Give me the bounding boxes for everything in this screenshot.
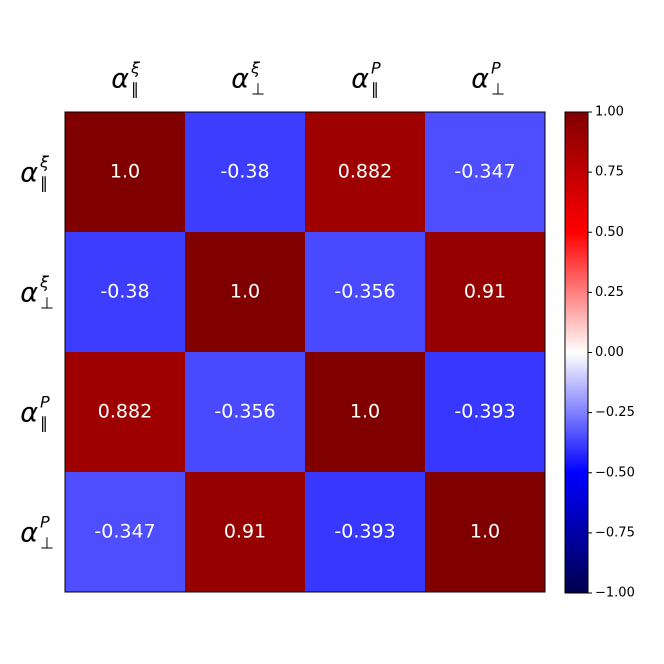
label-subscript: ∥ [40,414,48,433]
colorbar-tick-label: −1.00 [595,586,635,601]
cell-label: 0.91 [464,281,506,303]
cell-label: 1.0 [110,161,140,183]
cell-label: 0.91 [224,521,266,543]
label-superscript: ξ [39,273,50,292]
label-symbol: α [20,398,38,429]
cell-label: -0.38 [220,161,269,183]
colorbar-tick-label: 0.50 [595,225,624,240]
colorbar-tick-label: −0.25 [595,405,635,420]
cell-label: -0.393 [454,401,515,423]
heatmap-cell [65,112,185,232]
cell-label: -0.393 [334,521,395,543]
cell-label: 0.882 [98,401,152,423]
heatmap-cell [305,232,425,352]
label-subscript: ⊥ [491,80,505,99]
label-superscript: ξ [250,59,261,78]
heatmap-cell [65,472,185,592]
label-symbol: α [20,518,38,549]
heatmap-cell [65,232,185,352]
label-superscript: P [371,59,381,78]
colorbar-tick-label: −0.50 [595,465,635,480]
heatmap-cell [185,232,305,352]
label-subscript: ⊥ [251,80,265,99]
cell-label: -0.347 [454,161,515,183]
heatmap-cell [185,472,305,592]
label-symbol: α [231,64,249,95]
heatmap-cell [425,472,545,592]
cell-label: 1.0 [350,401,380,423]
heatmap-cell [305,472,425,592]
label-symbol: α [351,64,369,95]
cell-label: -0.38 [100,281,149,303]
colorbar-tick-label: 0.75 [595,165,624,180]
heatmap-cell [185,112,305,232]
label-symbol: α [20,278,38,309]
label-subscript: ∥ [371,80,379,99]
colorbar-tick-label: 0.25 [595,285,624,300]
cell-label: -0.356 [214,401,275,423]
label-superscript: P [491,59,501,78]
heatmap-cell [185,352,305,472]
label-superscript: P [40,393,50,412]
label-subscript: ∥ [131,80,139,99]
label-symbol: α [111,64,129,95]
colorbar-tick-label: 1.00 [595,105,624,120]
label-symbol: α [471,64,489,95]
label-superscript: ξ [130,59,141,78]
heatmap-cell [65,352,185,472]
cell-label: 0.882 [338,161,392,183]
cell-label: 1.0 [470,521,500,543]
cell-label: -0.347 [94,521,155,543]
heatmap-frame [64,111,546,593]
heatmap-cell [425,352,545,472]
heatmap-cell [425,232,545,352]
label-superscript: P [40,513,50,532]
label-subscript: ⊥ [40,294,54,313]
label-subscript: ⊥ [40,534,54,553]
cell-label: 1.0 [230,281,260,303]
heatmap-cell [425,112,545,232]
label-subscript: ∥ [40,174,48,193]
heatmap-cell [305,352,425,472]
colorbar [564,111,589,594]
label-symbol: α [20,158,38,189]
cell-label: -0.356 [334,281,395,303]
label-superscript: ξ [39,153,50,172]
colorbar-tick-label: −0.75 [595,525,635,540]
colorbar-tick-label: 0.00 [595,345,624,360]
heatmap-cell [305,112,425,232]
